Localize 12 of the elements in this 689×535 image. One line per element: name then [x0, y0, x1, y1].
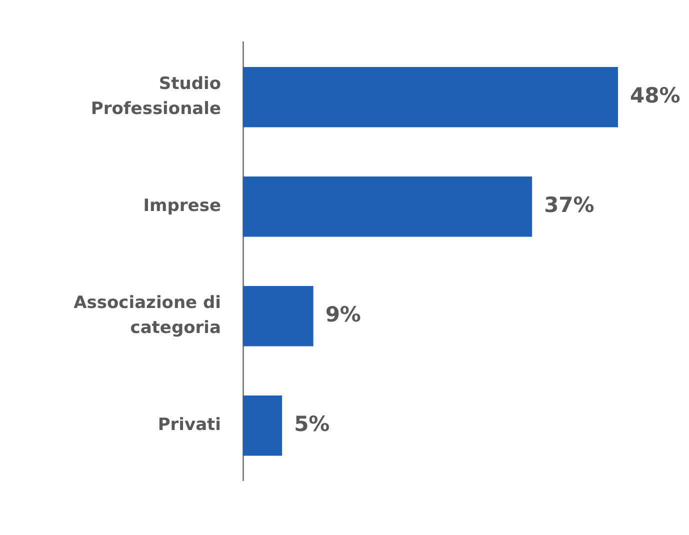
- bar: [243, 395, 282, 456]
- data-label: 9%: [325, 302, 361, 327]
- bar: [243, 176, 532, 237]
- y-tick-label: Associazione di categoria: [74, 293, 221, 338]
- data-label: 37%: [544, 193, 594, 218]
- bar: [243, 66, 618, 128]
- bar: [243, 286, 314, 346]
- data-label: 48%: [630, 84, 680, 108]
- data-label: 5%: [294, 412, 330, 436]
- y-tick-label: Imprese: [143, 196, 221, 216]
- y-tick-label: Privati: [158, 415, 221, 436]
- y-tick-label: Studio Professionale: [90, 74, 221, 119]
